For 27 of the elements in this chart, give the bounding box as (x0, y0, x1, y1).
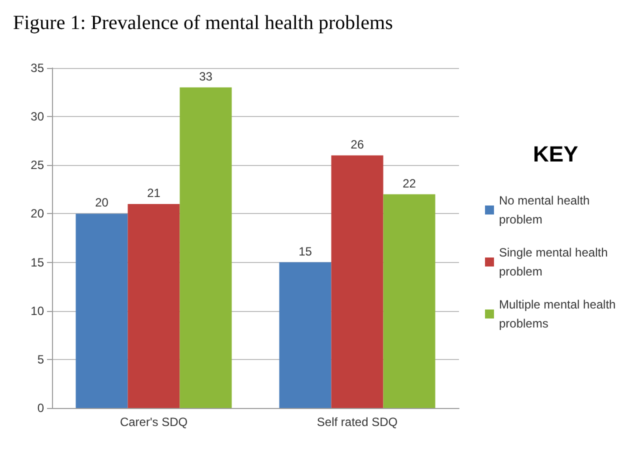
legend-label: Single mental health problem (499, 246, 612, 278)
y-tick-label: 5 (37, 352, 44, 366)
data-label: 21 (147, 186, 161, 200)
y-tick-label: 0 (37, 401, 44, 415)
y-tick-label: 10 (30, 304, 44, 318)
data-label: 20 (95, 196, 109, 210)
bar (76, 214, 128, 408)
legend-title: KEY (533, 142, 579, 166)
bar (279, 262, 332, 408)
legend-label: Multiple mental health problems (499, 298, 620, 330)
y-tick-label: 15 (30, 255, 44, 270)
legend-label: No mental health problem (499, 194, 594, 226)
data-label: 15 (298, 244, 312, 258)
y-tick-label: 25 (30, 158, 44, 172)
y-tick-label: 30 (30, 110, 44, 124)
bar (128, 204, 180, 408)
data-label: 33 (199, 69, 213, 84)
x-tick-label: Self rated SDQ (316, 415, 398, 429)
bar (331, 155, 384, 408)
y-tick-label: 35 (30, 61, 44, 75)
y-tick-label: 20 (30, 206, 44, 221)
data-label: 22 (402, 176, 416, 190)
chart-title: Figure 1: Prevalence of mental health problems (13, 12, 394, 34)
bar (180, 87, 232, 408)
x-tick-label: Carer's SDQ (120, 415, 188, 429)
data-label: 26 (350, 137, 364, 152)
bar (383, 194, 436, 408)
